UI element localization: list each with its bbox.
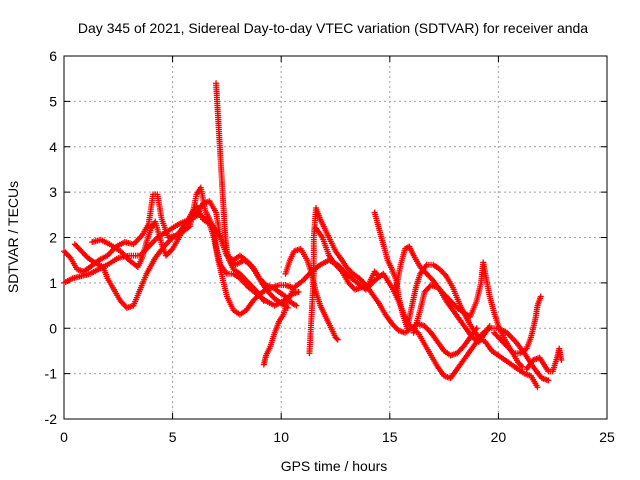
- data-point: [545, 377, 552, 384]
- series-track-i: [312, 225, 382, 293]
- x-tick-label: 20: [491, 429, 507, 445]
- data-point: [375, 273, 382, 280]
- y-axis-label: SDTVAR / TECUs: [5, 181, 21, 293]
- x-tick-label: 15: [382, 429, 398, 445]
- chart-title: Day 345 of 2021, Sidereal Day-to-day VTE…: [78, 20, 588, 36]
- x-axis-label: GPS time / hours: [281, 458, 388, 474]
- series-track-e-spike: [213, 80, 267, 305]
- data-markers: [61, 80, 565, 391]
- gridlines: [64, 56, 607, 419]
- x-tick-label: 0: [60, 429, 68, 445]
- data-point: [558, 357, 565, 364]
- data-point: [293, 302, 300, 309]
- series-track-l: [410, 259, 526, 370]
- x-tick-label: 25: [599, 429, 615, 445]
- data-point: [333, 335, 340, 342]
- axis-ticks: 0 5 10 15 20 25 -2 -1 0 1 2 3 4 5 6: [45, 48, 615, 445]
- data-point: [534, 384, 541, 391]
- data-point: [519, 363, 526, 370]
- y-tick-label: -2: [45, 411, 58, 427]
- x-tick-label: 10: [273, 429, 289, 445]
- data-point: [486, 322, 493, 329]
- series-track-m: [491, 293, 544, 357]
- data-point: [260, 298, 267, 305]
- y-tick-label: 0: [49, 320, 57, 336]
- y-tick-label: 3: [49, 184, 57, 200]
- series-track-h: [306, 205, 480, 359]
- y-tick-label: 6: [49, 48, 57, 64]
- series-track-n: [523, 345, 565, 375]
- y-tick-label: 4: [49, 139, 57, 155]
- data-point: [334, 336, 341, 343]
- y-tick-label: 5: [49, 93, 57, 109]
- y-tick-label: -1: [45, 366, 58, 382]
- data-point: [537, 293, 544, 300]
- series-track-g: [282, 245, 341, 343]
- y-tick-label: 1: [49, 275, 57, 291]
- data-point: [295, 288, 302, 295]
- x-tick-label: 5: [169, 429, 177, 445]
- y-tick-label: 2: [49, 230, 57, 246]
- series-track-j: [371, 209, 541, 391]
